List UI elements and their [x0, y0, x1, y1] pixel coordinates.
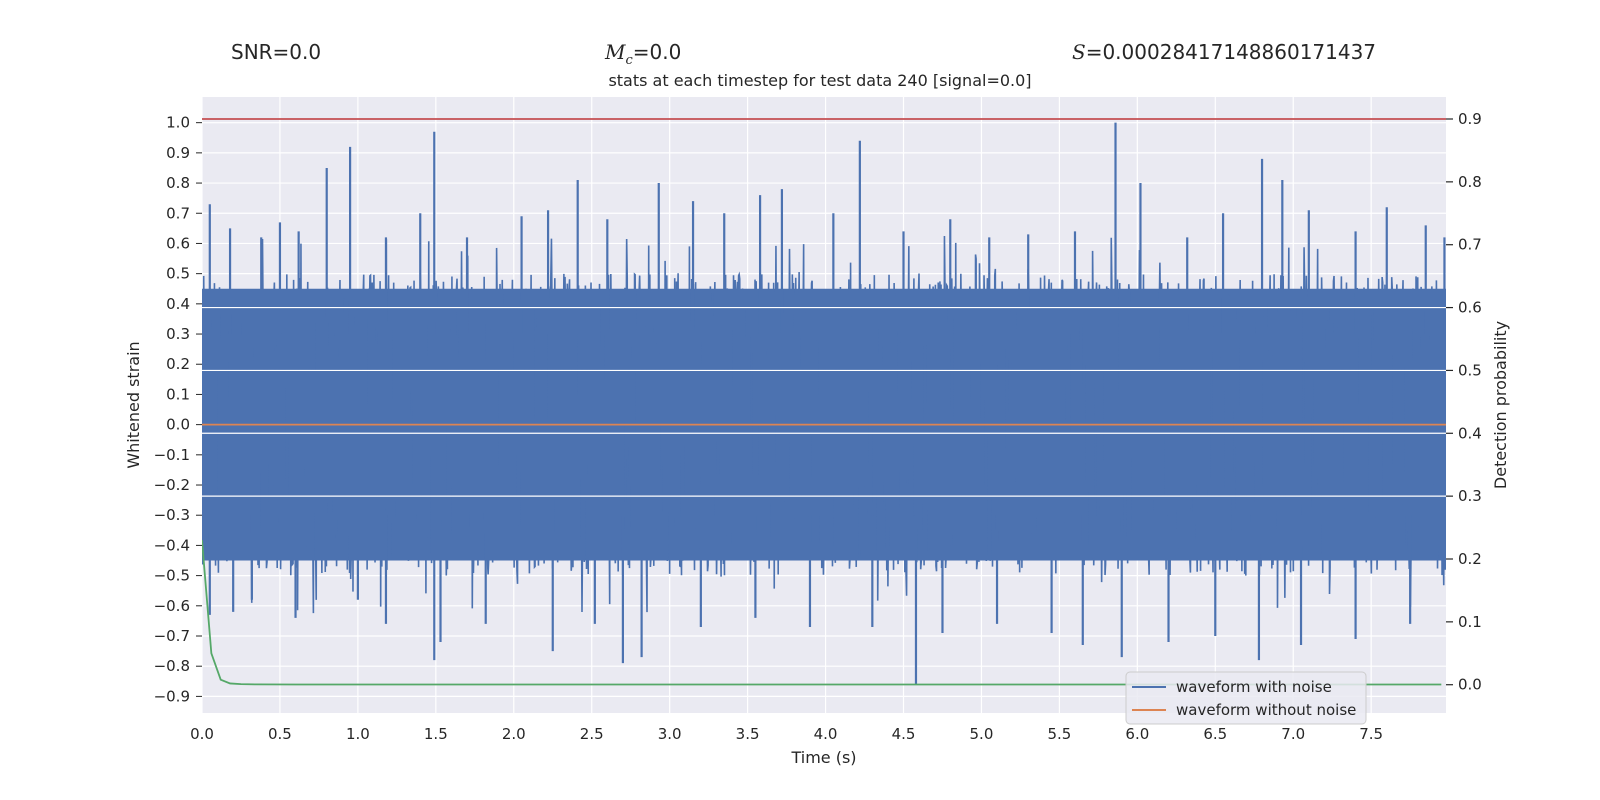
- y-tick-label: 0.1: [166, 385, 190, 403]
- chart-title: stats at each timestep for test data 240…: [608, 71, 1032, 90]
- y-tick-label: −0.6: [154, 597, 190, 615]
- y2-tick-label: 0.0: [1458, 676, 1482, 694]
- y-tick-label: −0.2: [154, 476, 190, 494]
- series-detection-probability-line: [202, 540, 1442, 686]
- y-tick-label: 0.7: [166, 204, 190, 222]
- x-tick-label: 1.0: [346, 725, 370, 743]
- y2-tick-label: 0.6: [1458, 299, 1482, 317]
- y-tick-label: 0.3: [166, 325, 190, 343]
- x-tick-label: 5.5: [1047, 725, 1071, 743]
- y-tick-label: 1.0: [166, 114, 190, 132]
- x-tick-label: 6.5: [1203, 725, 1227, 743]
- y2-tick-label: 0.8: [1458, 173, 1482, 191]
- y-tick-label: −0.7: [154, 627, 190, 645]
- y-tick-label: −0.8: [154, 657, 190, 675]
- y-axis-label: Whitened strain: [124, 341, 143, 468]
- x-axis-label: Time (s): [790, 748, 856, 767]
- x-tick-label: 0.0: [190, 725, 214, 743]
- x-tick-label: 2.5: [580, 725, 604, 743]
- y2-tick-label: 0.7: [1458, 236, 1482, 254]
- y-tick-label: 0.4: [166, 295, 190, 313]
- y-tick-label: −0.1: [154, 446, 190, 464]
- snr-label: SNR=0.0: [231, 40, 322, 64]
- y-tick-label: −0.4: [154, 536, 190, 554]
- legend-label: waveform without noise: [1176, 701, 1356, 719]
- x-tick-label: 2.0: [502, 725, 526, 743]
- x-tick-label: 5.0: [970, 725, 994, 743]
- s-statistic-label: S=0.00028417148860171437: [1072, 40, 1377, 64]
- y2-tick-label: 0.9: [1458, 110, 1482, 128]
- y-tick-label: 0.0: [166, 416, 190, 434]
- legend-label: waveform with noise: [1176, 678, 1332, 696]
- y-tick-label: 0.9: [166, 144, 190, 162]
- x-tick-label: 3.5: [736, 725, 760, 743]
- series-with-noise-line: [202, 236, 1446, 614]
- x-tick-label: 4.0: [814, 725, 838, 743]
- y2-tick-label: 0.1: [1458, 613, 1482, 631]
- y2-axis-label: Detection probability: [1491, 321, 1510, 489]
- legend-box: [1125, 671, 1367, 725]
- x-tick-label: 1.5: [424, 725, 448, 743]
- y-tick-label: −0.3: [154, 506, 190, 524]
- y2-tick-label: 0.4: [1458, 424, 1482, 442]
- y-tick-label: 0.2: [166, 355, 190, 373]
- chirp-mass-label: Mc=0.0: [605, 40, 682, 68]
- y-tick-label: 0.8: [166, 174, 190, 192]
- y2-tick-label: 0.3: [1458, 487, 1482, 505]
- x-tick-label: 4.5: [892, 725, 916, 743]
- y2-tick-label: 0.5: [1458, 361, 1482, 379]
- y-tick-label: 0.5: [166, 265, 190, 283]
- x-tick-label: 7.5: [1359, 725, 1383, 743]
- x-tick-label: 0.5: [268, 725, 292, 743]
- x-tick-label: 3.0: [658, 725, 682, 743]
- y2-tick-label: 0.2: [1458, 550, 1482, 568]
- y-tick-label: −0.9: [154, 687, 190, 705]
- x-tick-label: 7.0: [1281, 725, 1305, 743]
- x-tick-label: 6.0: [1125, 725, 1149, 743]
- y-tick-label: −0.5: [154, 567, 190, 585]
- y-tick-label: 0.6: [166, 234, 190, 252]
